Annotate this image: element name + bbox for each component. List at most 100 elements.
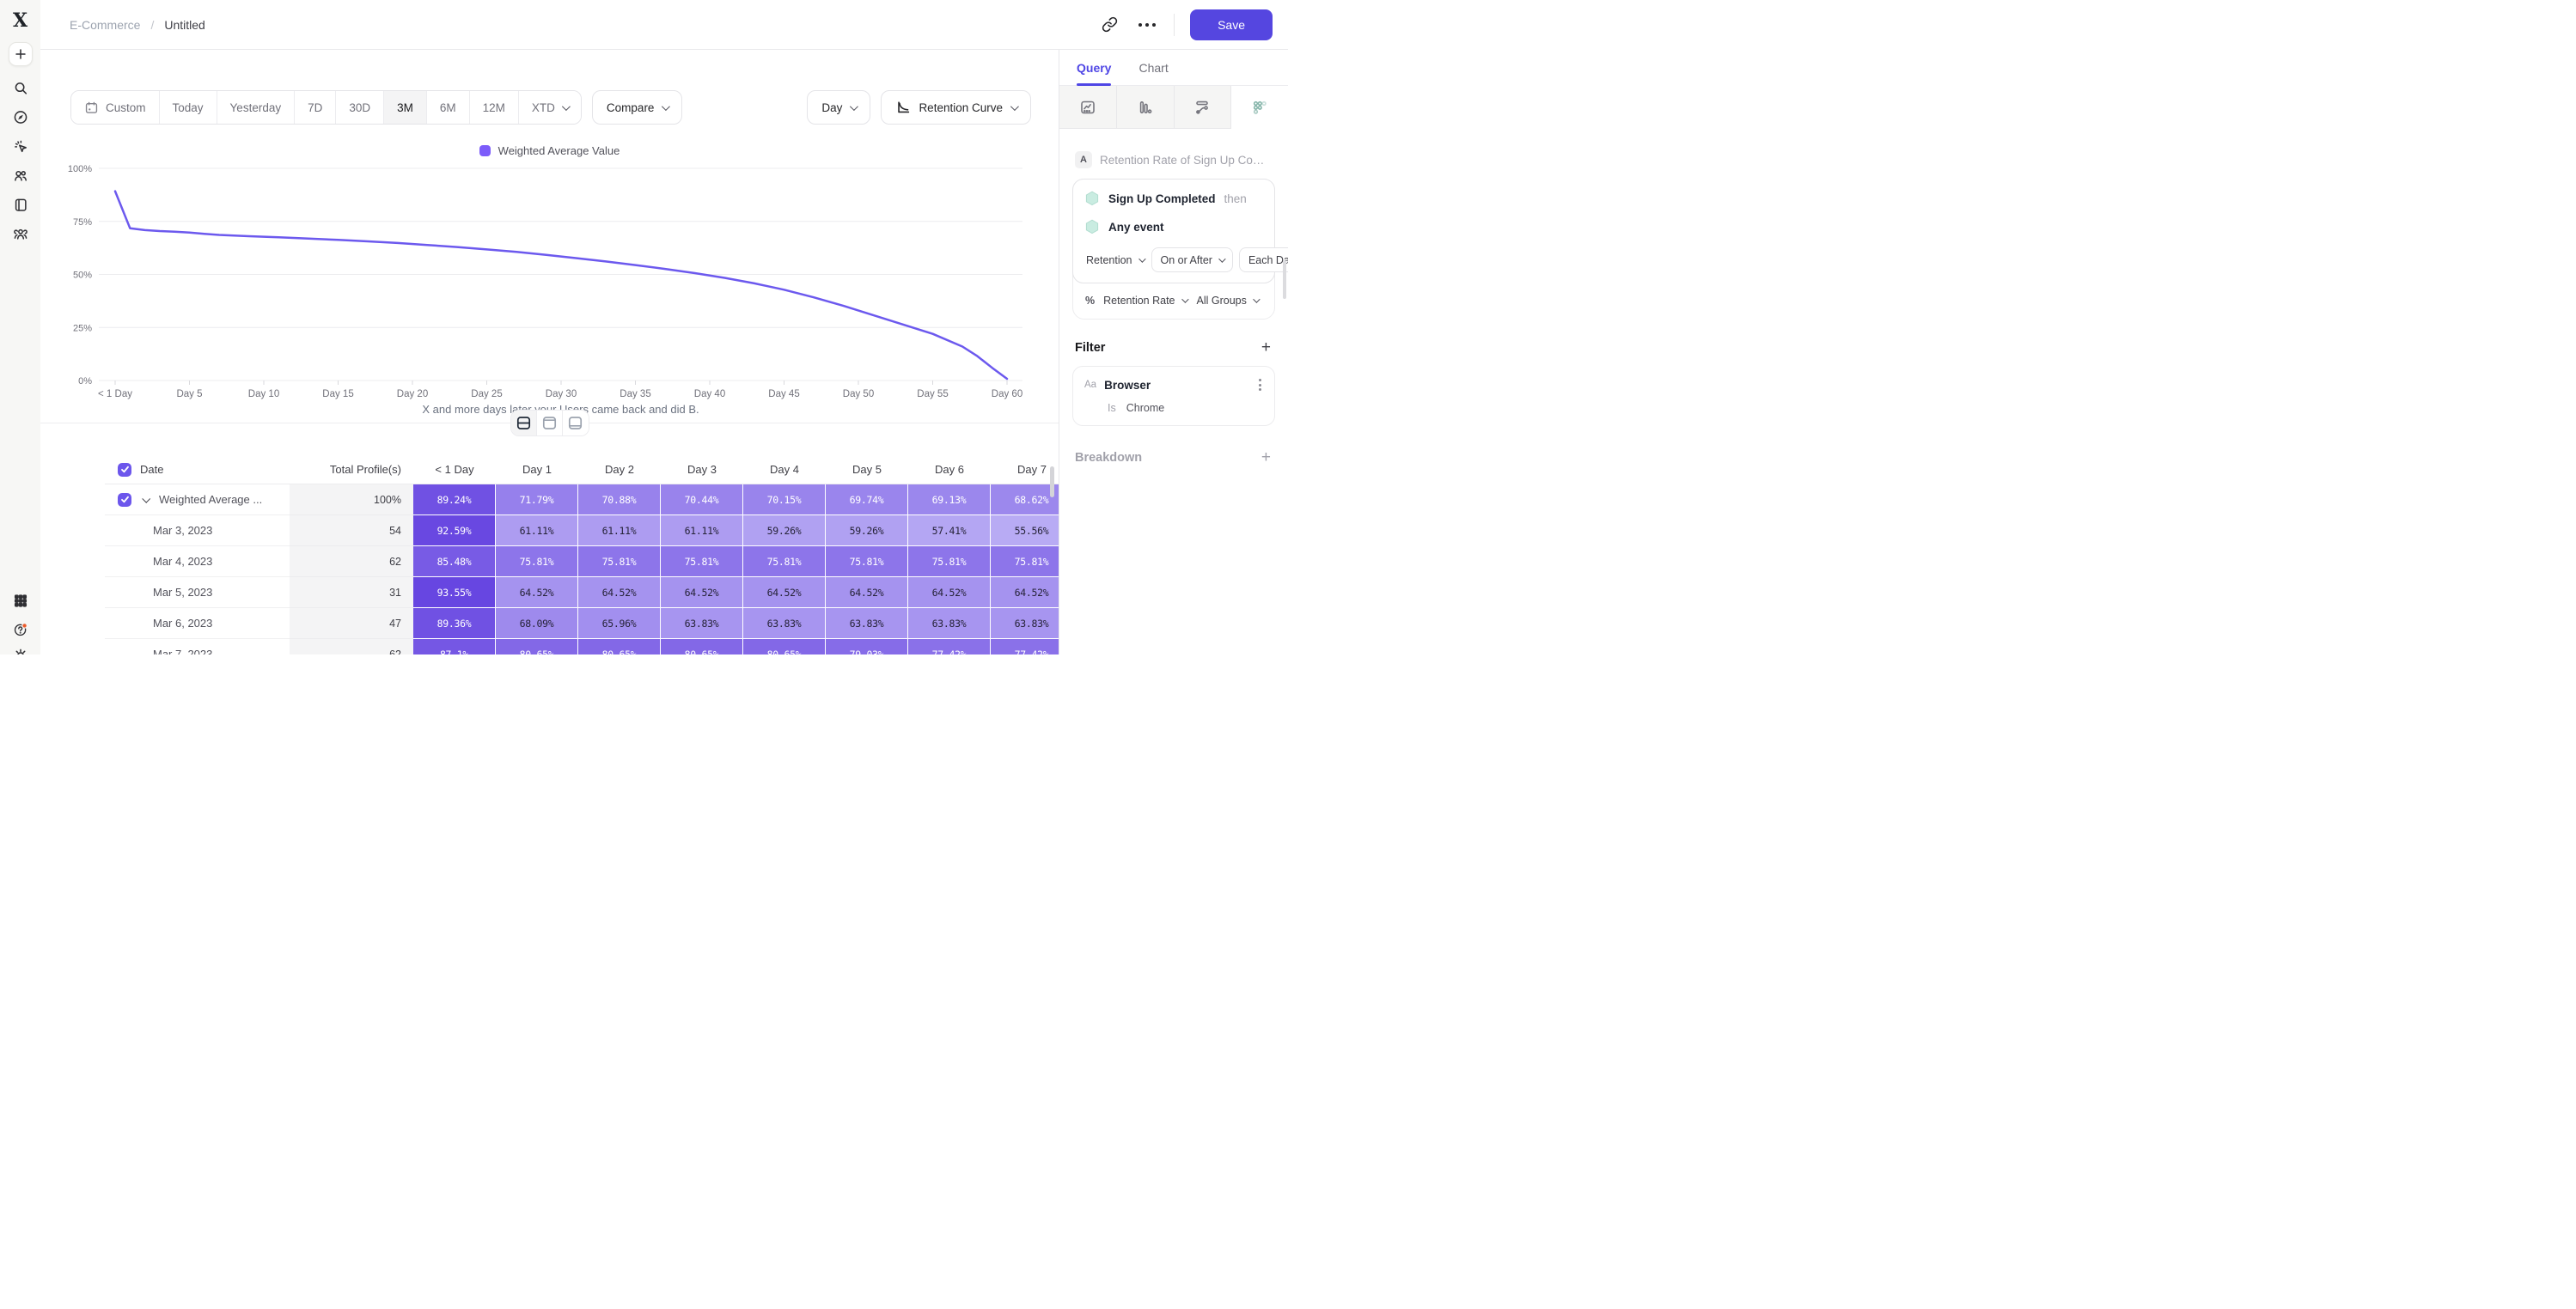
breadcrumb-current[interactable]: Untitled xyxy=(164,17,205,32)
heatmap-cell[interactable]: 75.81% xyxy=(908,546,991,577)
heatmap-cell[interactable]: 63.83% xyxy=(991,608,1059,639)
range-30d[interactable]: 30D xyxy=(336,91,385,124)
heatmap-cell[interactable]: 64.52% xyxy=(743,577,826,608)
heatmap-cell[interactable]: 63.83% xyxy=(826,608,908,639)
chart-type-button[interactable]: Retention Curve xyxy=(881,90,1031,125)
sidebar-item-apps[interactable] xyxy=(13,593,28,608)
heatmap-cell[interactable]: 68.62% xyxy=(991,484,1059,515)
range-custom[interactable]: Custom xyxy=(71,91,160,124)
heatmap-cell[interactable]: 70.15% xyxy=(743,484,826,515)
app-logo[interactable]: X xyxy=(12,9,28,32)
measure-dropdown[interactable]: Retention Rate xyxy=(1102,295,1189,307)
heatmap-cell[interactable]: 85.48% xyxy=(413,546,496,577)
heatmap-cell[interactable]: 75.81% xyxy=(496,546,578,577)
heatmap-cell[interactable]: 70.44% xyxy=(661,484,743,515)
heatmap-cell[interactable]: 64.52% xyxy=(991,577,1059,608)
retention-series-line[interactable] xyxy=(113,190,1009,381)
heatmap-cell[interactable]: 75.81% xyxy=(743,546,826,577)
heatmap-cell[interactable]: 63.83% xyxy=(908,608,991,639)
range-yesterday[interactable]: Yesterday xyxy=(217,91,296,124)
layout-toggle-table-only[interactable] xyxy=(562,411,589,435)
granularity-button[interactable]: Day xyxy=(807,90,871,125)
heatmap-cell[interactable]: 80.65% xyxy=(743,639,826,654)
range-today[interactable]: Today xyxy=(159,91,217,124)
compare-button[interactable]: Compare xyxy=(591,90,683,125)
heatmap-cell[interactable]: 61.11% xyxy=(661,515,743,546)
range-3m[interactable]: 3M xyxy=(384,91,427,124)
row-date-cell[interactable]: Mar 7, 2023 xyxy=(105,639,290,654)
chart-legend[interactable]: Weighted Average Value xyxy=(40,144,1059,157)
second-event-row[interactable]: Any event xyxy=(1084,219,1263,235)
heatmap-cell[interactable]: 65.96% xyxy=(578,608,661,639)
copy-link-button[interactable] xyxy=(1098,14,1120,36)
expand-row-chevron[interactable] xyxy=(140,494,150,505)
heatmap-cell[interactable]: 61.11% xyxy=(578,515,661,546)
heatmap-cell[interactable]: 92.59% xyxy=(413,515,496,546)
chart-type-tab-retention[interactable] xyxy=(1231,86,1288,129)
heatmap-cell[interactable]: 75.81% xyxy=(991,546,1059,577)
row-checkbox[interactable] xyxy=(118,492,131,507)
breadcrumb-parent[interactable]: E-Commerce xyxy=(70,17,141,32)
add-breakdown-button[interactable]: + xyxy=(1261,448,1271,466)
chart-type-tab-flow[interactable] xyxy=(1174,86,1232,129)
layout-toggle-split-view[interactable] xyxy=(510,411,537,435)
heatmap-cell[interactable]: 70.88% xyxy=(578,484,661,515)
heatmap-cell[interactable]: 59.26% xyxy=(743,515,826,546)
range-12m[interactable]: 12M xyxy=(469,91,519,124)
heatmap-cell[interactable]: 77.42% xyxy=(908,639,991,654)
row-date-cell[interactable]: Mar 6, 2023 xyxy=(105,608,290,639)
on-or-after-dropdown[interactable]: On or After xyxy=(1151,247,1233,272)
heatmap-cell[interactable]: 63.83% xyxy=(743,608,826,639)
retention-dropdown[interactable]: Retention xyxy=(1084,254,1146,266)
more-options-button[interactable] xyxy=(1136,14,1158,36)
heatmap-cell[interactable]: 89.24% xyxy=(413,484,496,515)
panel-scrollbar[interactable] xyxy=(1283,260,1286,299)
heatmap-cell[interactable]: 64.52% xyxy=(496,577,578,608)
select-all-checkbox[interactable] xyxy=(118,462,131,477)
row-date-cell[interactable]: Mar 3, 2023 xyxy=(105,515,290,546)
sidebar-item-events[interactable] xyxy=(13,138,28,154)
heatmap-cell[interactable]: 75.81% xyxy=(578,546,661,577)
sidebar-item-search[interactable] xyxy=(13,80,28,95)
range-7d[interactable]: 7D xyxy=(295,91,337,124)
heatmap-cell[interactable]: 59.26% xyxy=(826,515,908,546)
heatmap-cell[interactable]: 75.81% xyxy=(661,546,743,577)
chart-type-tab-bars[interactable] xyxy=(1116,86,1175,129)
row-date-cell[interactable]: Mar 5, 2023 xyxy=(105,577,290,608)
heatmap-cell[interactable]: 63.83% xyxy=(661,608,743,639)
table-scrollbar[interactable] xyxy=(1050,466,1054,497)
heatmap-cell[interactable]: 80.65% xyxy=(661,639,743,654)
heatmap-cell[interactable]: 68.09% xyxy=(496,608,578,639)
tab-query[interactable]: Query xyxy=(1077,50,1112,86)
range-xtd[interactable]: XTD xyxy=(518,91,581,124)
heatmap-cell[interactable]: 75.81% xyxy=(826,546,908,577)
sidebar-item-explore[interactable] xyxy=(13,109,28,125)
sidebar-item-settings[interactable] xyxy=(13,648,28,654)
heatmap-cell[interactable]: 64.52% xyxy=(578,577,661,608)
heatmap-cell[interactable]: 64.52% xyxy=(661,577,743,608)
tab-chart[interactable]: Chart xyxy=(1138,50,1168,85)
heatmap-cell[interactable]: 69.13% xyxy=(908,484,991,515)
heatmap-cell[interactable]: 89.36% xyxy=(413,608,496,639)
heatmap-cell[interactable]: 57.41% xyxy=(908,515,991,546)
heatmap-cell[interactable]: 93.55% xyxy=(413,577,496,608)
new-report-button[interactable] xyxy=(8,42,33,66)
heatmap-cell[interactable]: 64.52% xyxy=(908,577,991,608)
add-filter-button[interactable]: + xyxy=(1261,338,1271,356)
heatmap-cell[interactable]: 69.74% xyxy=(826,484,908,515)
sidebar-item-help[interactable] xyxy=(13,622,28,637)
query-title[interactable]: Retention Rate of Sign Up Compl... xyxy=(1100,153,1273,167)
sidebar-item-boards[interactable] xyxy=(13,197,28,212)
heatmap-cell[interactable]: 77.42% xyxy=(991,639,1059,654)
heatmap-cell[interactable]: 64.52% xyxy=(826,577,908,608)
heatmap-cell[interactable]: 61.11% xyxy=(496,515,578,546)
heatmap-cell[interactable]: 55.56% xyxy=(991,515,1059,546)
filter-condition-row[interactable]: Is Chrome xyxy=(1084,402,1263,414)
heatmap-cell[interactable]: 71.79% xyxy=(496,484,578,515)
sidebar-item-users[interactable] xyxy=(13,167,28,183)
layout-toggle-chart-only[interactable] xyxy=(536,411,563,435)
each-day-dropdown[interactable]: Each Day xyxy=(1238,247,1288,272)
filter-card[interactable]: Aa Browser Is Chrome xyxy=(1072,366,1275,426)
chart-type-tab-insights[interactable] xyxy=(1059,86,1117,129)
groups-dropdown[interactable]: All Groups xyxy=(1195,295,1261,307)
